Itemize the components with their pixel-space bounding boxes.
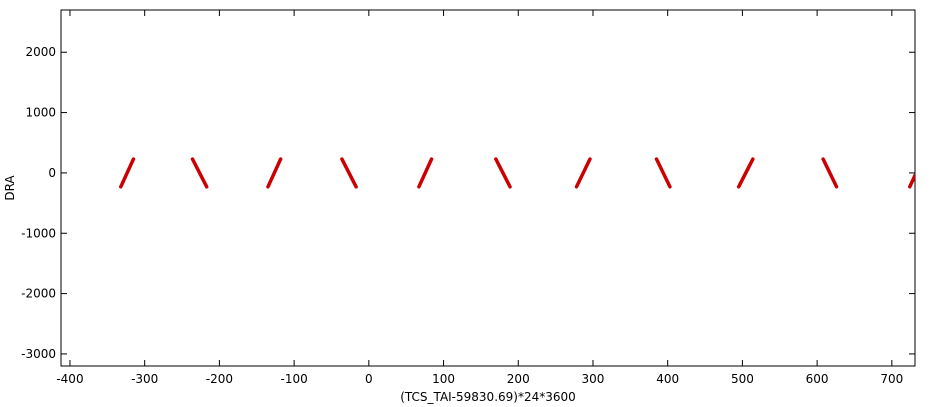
y-tick-label: -1000 xyxy=(21,226,56,240)
plot-frame xyxy=(60,9,916,367)
x-tick-label: -400 xyxy=(56,372,83,386)
y-tick-label: 0 xyxy=(48,166,56,180)
y-tick-label: 1000 xyxy=(25,106,56,120)
y-axis-label: DRA xyxy=(3,175,17,201)
x-tick-label: 300 xyxy=(582,372,605,386)
data-line xyxy=(119,157,915,189)
x-tick-label: 0 xyxy=(365,372,373,386)
x-tick-label: 200 xyxy=(507,372,530,386)
x-tick-label: 400 xyxy=(656,372,679,386)
x-axis-label: (TCS_TAI-59830.69)*24*3600 xyxy=(400,390,576,404)
x-tick-label: -300 xyxy=(131,372,158,386)
x-tick-label: -200 xyxy=(206,372,233,386)
y-tick-label: 2000 xyxy=(25,45,56,59)
x-tick-label: 100 xyxy=(432,372,455,386)
x-tick-label: -100 xyxy=(280,372,307,386)
x-tick-label: 700 xyxy=(880,372,903,386)
x-tick-label: 600 xyxy=(806,372,829,386)
y-tick-label: -3000 xyxy=(21,347,56,361)
x-tick-label: 500 xyxy=(731,372,754,386)
y-tick-label: -2000 xyxy=(21,287,56,301)
